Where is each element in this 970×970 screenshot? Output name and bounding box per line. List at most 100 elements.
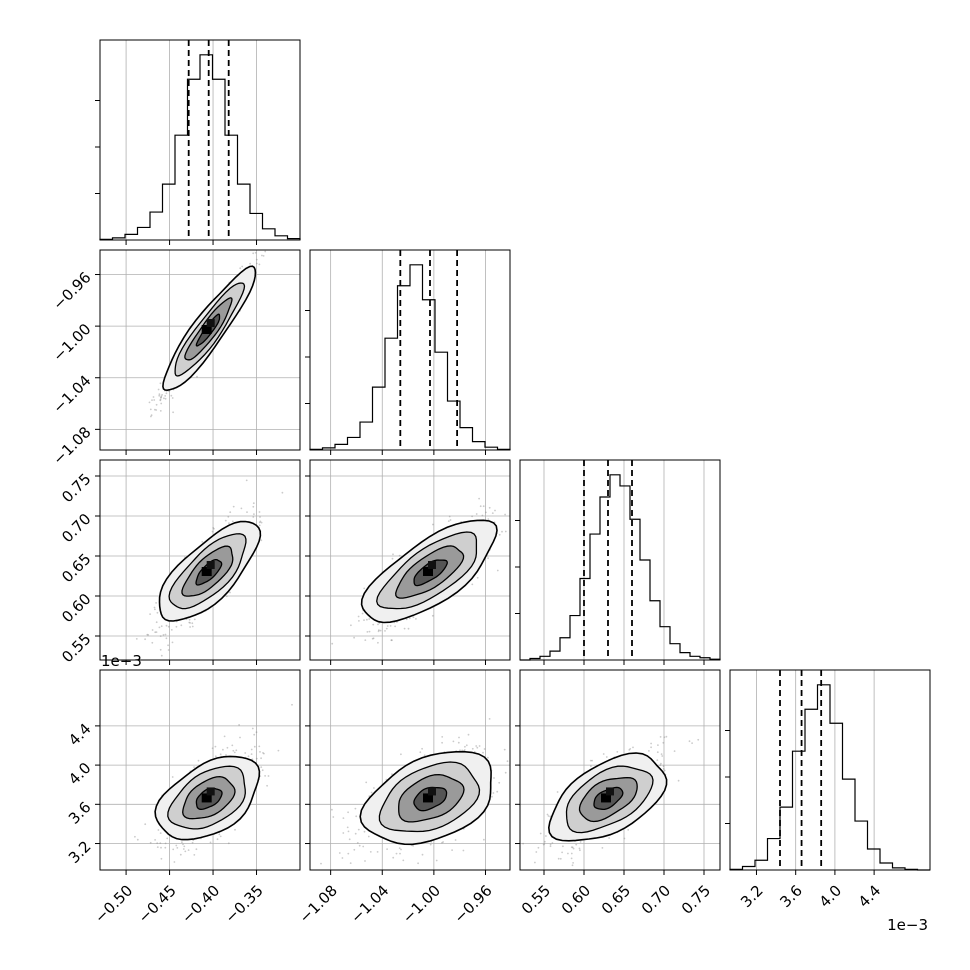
scatter-point [136,838,139,841]
scatter-point [171,776,174,778]
scatter-point [167,625,170,628]
scatter-point [458,736,460,739]
scatter-point [151,641,154,644]
scatter-point [371,637,374,640]
scatter-point [366,618,368,621]
scatter-point [216,838,219,841]
scatter-point [441,741,443,744]
x-tick-label: −0.96 [451,882,496,927]
scatter-point [219,753,222,756]
scatter-point [232,749,235,752]
scatter-point [229,591,231,594]
scatter-point [211,530,214,533]
scatter-point [662,768,665,770]
scatter-point [353,848,356,851]
scatter-point [367,835,370,838]
scatter-point [501,530,503,533]
scatter-point [160,395,163,398]
scatter-point [379,629,382,632]
scatter-point [546,813,549,816]
scatter-point [399,852,401,855]
scatter-point [498,533,501,536]
scatter-point [175,844,178,847]
y-tick-label: 4.4 [65,720,95,750]
scatter-point [661,755,664,757]
scatter-point [154,408,156,411]
scatter-point [482,505,485,508]
scatter-point [549,845,552,848]
scatter-point [504,771,507,774]
scatter-point [258,745,261,748]
y-tick-label: 0.70 [58,510,94,546]
scatter-point [264,775,266,777]
scatter-point [250,748,253,751]
scatter-point [281,491,284,494]
scatter-point [163,397,165,400]
scatter-point [504,530,507,533]
scatter-point [261,254,263,257]
scatter-point [691,742,693,744]
x-tick-label: −1.00 [399,882,444,927]
scatter-point [485,511,487,514]
scatter-point [408,617,411,620]
scatter-point [189,626,192,628]
scatter-point [219,835,222,838]
scatter-point [498,781,501,784]
scatter-point [549,843,552,846]
scatter-point [347,811,349,814]
scatter-point [260,521,263,524]
scatter-point [253,513,255,515]
scatter-point [241,265,244,268]
scatter-point [152,396,155,398]
scatter-point [214,755,217,758]
scatter-point [342,832,345,834]
scatter-point [240,507,243,510]
scatter-point [238,724,241,726]
scatter-point [357,615,360,618]
scatter-point [423,754,426,757]
scatter-point [341,857,344,859]
scatter-point [239,267,242,270]
scatter-point [245,479,248,482]
y-tick-label: 0.55 [58,630,94,666]
scatter-point [415,618,417,620]
scatter-point [491,512,494,514]
scatter-point [534,861,536,864]
scatter-point [442,841,444,843]
scatter-point [386,625,389,627]
scatter-point [362,845,365,848]
scatter-point [454,839,457,841]
x-tick-label: −0.40 [178,882,223,927]
scatter-point [650,742,652,745]
scatter-point [342,817,345,819]
scatter-point [164,846,167,849]
density-peak [428,561,436,569]
scatter-point [260,539,263,542]
scatter-point [165,392,168,395]
histogram-line [729,684,930,871]
scatter-point [255,731,258,734]
scatter-point [398,554,401,557]
scatter-point [449,519,452,521]
scatter-point [363,619,365,621]
scatter-point [354,832,357,835]
scatter-point [496,790,499,793]
scatter-point [662,765,665,768]
scatter-point [377,623,379,626]
scatter-point [212,527,215,529]
scatter-point [171,641,174,644]
scatter-point [193,766,196,768]
x-tick-label: 3.2 [737,882,767,912]
scatter-point [350,624,352,627]
scatter-panel-1-0: −1.08 −1.04 −1.00 −0.96 [49,249,301,468]
scatter-point [181,841,183,844]
scatter-point [616,751,619,753]
panel-frame [99,249,301,451]
scatter-point [522,842,524,845]
scatter-point [366,631,369,633]
scatter-point [452,740,455,743]
scatter-point [353,636,355,639]
scatter-point [562,845,564,848]
scatter-point [157,388,160,391]
